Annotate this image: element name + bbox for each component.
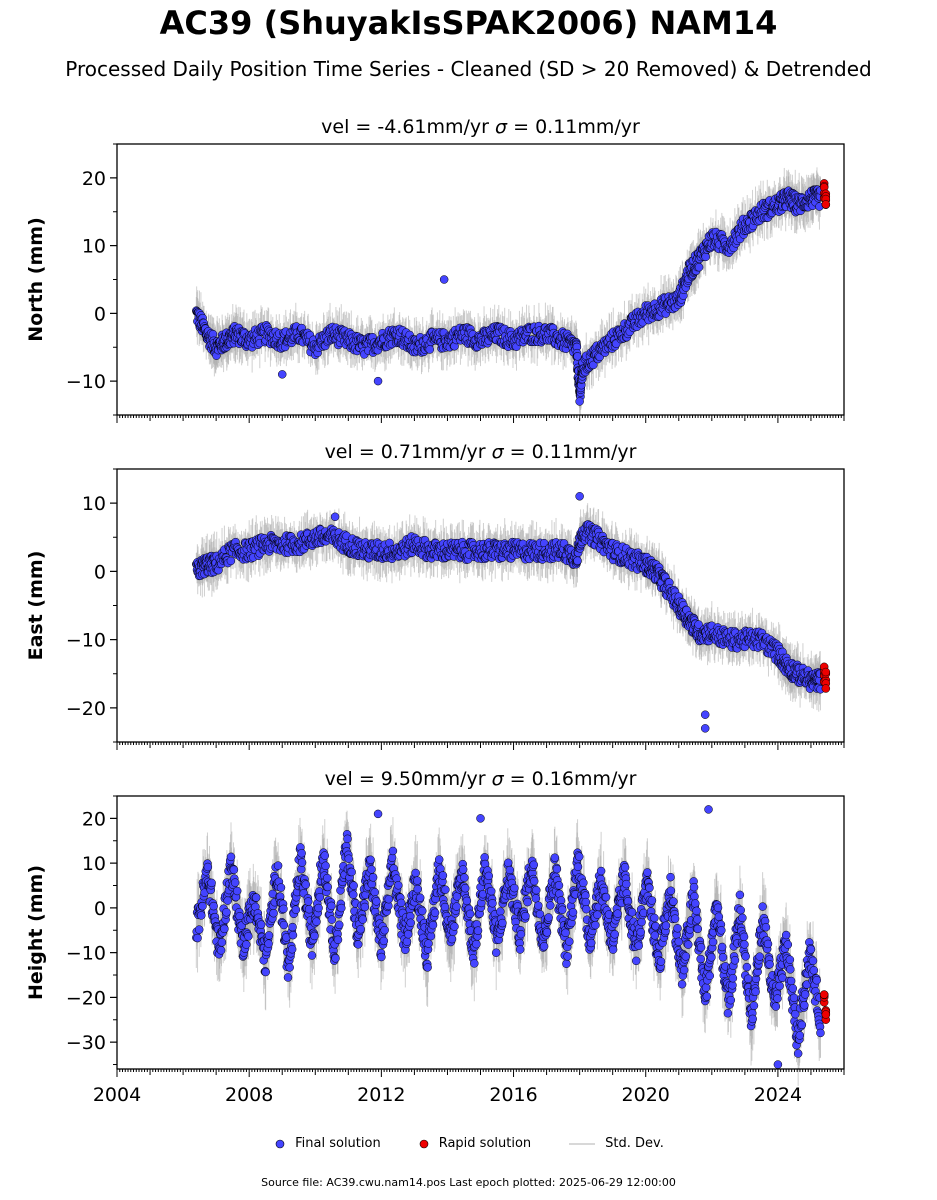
panel-title-east-value: = 0.11mm/yr xyxy=(504,441,637,463)
ytick-label-north: 0 xyxy=(94,303,106,325)
ytick-label-north: 20 xyxy=(82,168,106,190)
ylabel-north: North (mm) xyxy=(25,217,47,342)
ytick-label-north: 10 xyxy=(82,236,106,258)
final-point xyxy=(573,556,582,566)
rapid-point xyxy=(821,200,831,209)
ytick-label-east: −10 xyxy=(66,630,106,652)
final-point xyxy=(589,360,598,370)
final-point xyxy=(277,370,287,379)
final-points-north xyxy=(192,185,825,401)
panel-title-north-value: = 0.11mm/yr xyxy=(507,116,640,138)
ytick-label-east: 0 xyxy=(94,561,106,583)
final-point xyxy=(425,345,435,354)
final-points-east xyxy=(192,520,825,694)
panel-title-north-vel: vel = -4.61mm/yr xyxy=(321,116,495,138)
plot-frame-north xyxy=(116,143,845,416)
final-point xyxy=(694,262,704,272)
panel-title-north-sigma: σ xyxy=(495,116,508,138)
final-point xyxy=(439,275,449,284)
chart-area: vel = -4.61mm/yr σ = 0.11mm/yr North (mm)… xyxy=(25,116,845,1106)
ylabel-east: East (mm) xyxy=(25,551,47,661)
panel-title-north: vel = -4.61mm/yr σ = 0.11mm/yr xyxy=(321,116,640,138)
panel-title-east-vel: vel = 0.71mm/yr xyxy=(325,441,492,463)
std-dev-lines-north xyxy=(195,167,822,419)
final-point xyxy=(226,556,236,566)
page-subtitle: Processed Daily Position Time Series - C… xyxy=(65,57,872,81)
panel-title-east-sigma: σ xyxy=(492,441,505,463)
ytick-label-north: −10 xyxy=(66,371,106,393)
page-title: AC39 (ShuyakIsSPAK2006) NAM14 xyxy=(159,4,778,42)
panel-title-east: vel = 0.71mm/yr σ = 0.11mm/yr xyxy=(325,441,637,463)
final-point xyxy=(701,252,710,262)
ytick-label-east: −20 xyxy=(66,698,106,720)
ytick-label-east: 10 xyxy=(82,493,106,515)
final-point xyxy=(575,397,584,406)
final-point xyxy=(373,376,383,386)
